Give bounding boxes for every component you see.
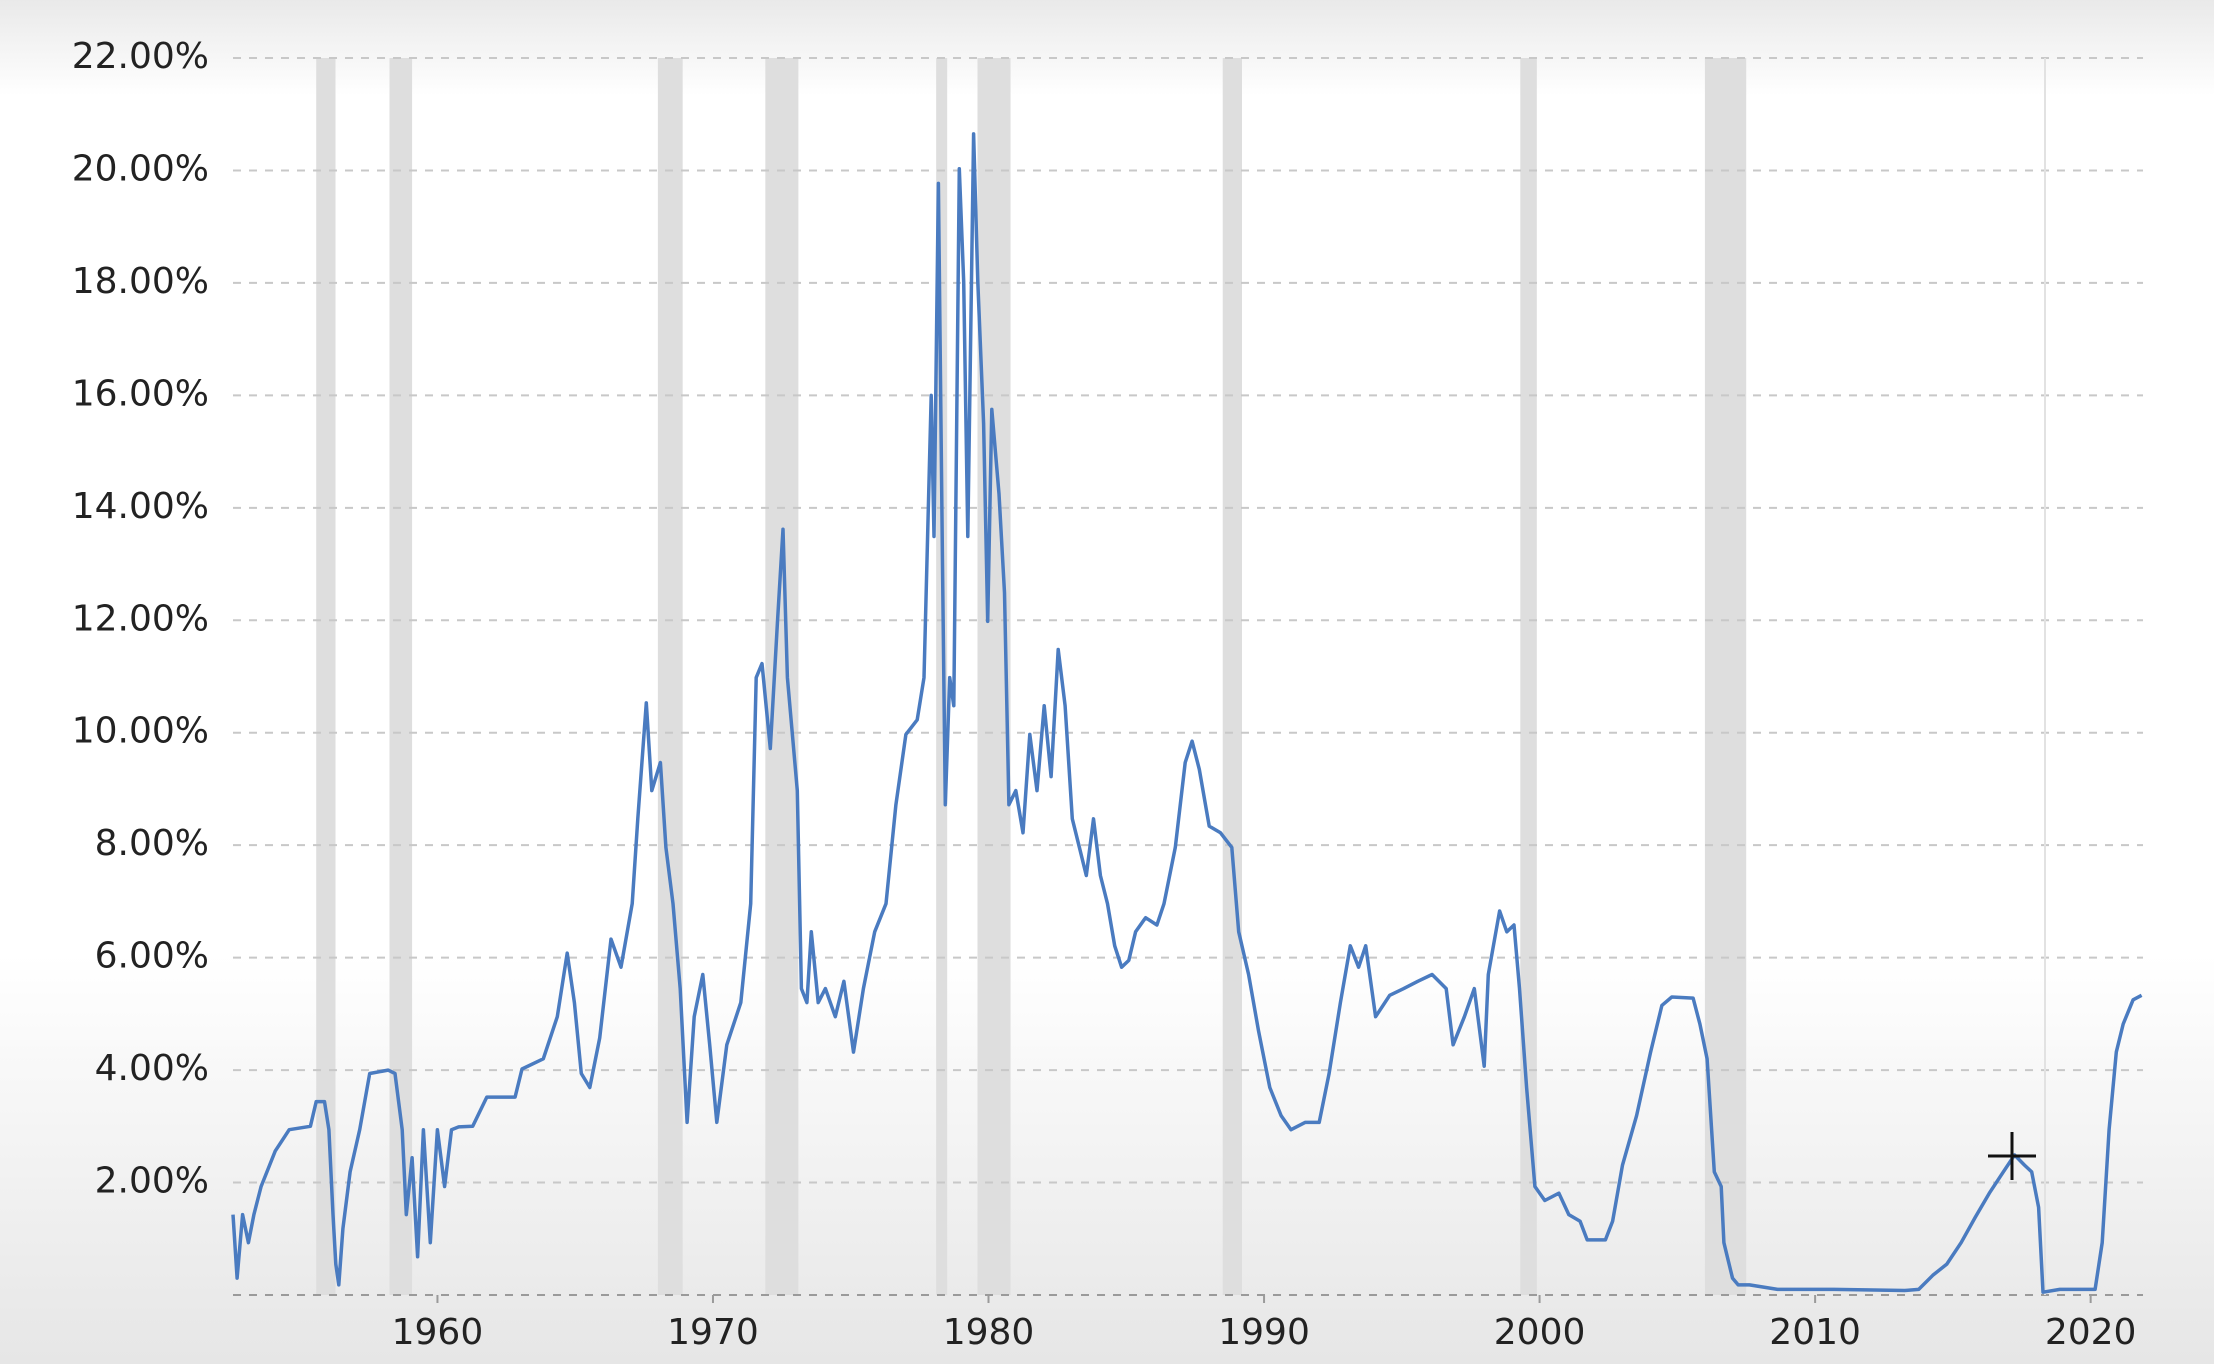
recession-band: [936, 58, 948, 1295]
y-tick-label: 16.00%: [72, 373, 209, 414]
series-line: [231, 132, 2143, 1294]
recession-band: [657, 58, 683, 1295]
y-tick-label: 14.00%: [72, 486, 209, 527]
y-tick-label: 2.00%: [95, 1161, 209, 1202]
recession-band: [389, 58, 413, 1295]
x-tick-label: 1980: [943, 1312, 1035, 1353]
plot: [231, 132, 2143, 1294]
x-tick-label: 2010: [1769, 1312, 1861, 1353]
y-tick-label: 22.00%: [72, 36, 209, 77]
recession-band: [765, 58, 799, 1295]
y-tick-label: 12.00%: [72, 598, 209, 639]
x-tick-label: 1970: [667, 1312, 759, 1353]
x-tick-label: 1990: [1218, 1312, 1310, 1353]
y-tick-label: 6.00%: [95, 936, 209, 977]
x-tick-label: 2020: [2045, 1312, 2137, 1353]
y-tick-label: 18.00%: [72, 261, 209, 302]
grid: [233, 57, 2143, 1296]
x-tick-label: 1960: [392, 1312, 484, 1353]
cursor: [1988, 1132, 2036, 1180]
y-tick-label: 20.00%: [72, 148, 209, 189]
x-tick-label: 2000: [1494, 1312, 1586, 1353]
y-tick-label: 10.00%: [72, 711, 209, 752]
recession-bands: [316, 58, 1747, 1295]
recession-band: [1520, 58, 1537, 1295]
recession-band: [316, 58, 336, 1295]
y-tick-label: 8.00%: [95, 823, 209, 864]
y-tick-label: 4.00%: [95, 1048, 209, 1089]
labels: 2.00% 4.00% 6.00% 8.00% 10.00% 12.00% 14.00% 16…: [72, 36, 2137, 1353]
recession-band: [1704, 58, 1747, 1295]
recession-band: [1222, 58, 1243, 1295]
